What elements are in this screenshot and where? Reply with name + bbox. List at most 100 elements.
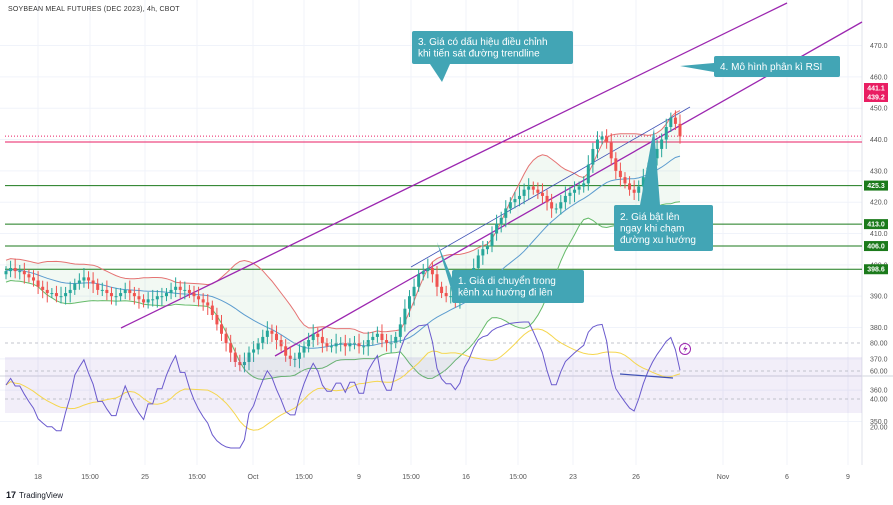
- candle-body: [54, 293, 58, 297]
- candle-body: [421, 271, 425, 275]
- callout-text: 3. Giá có dấu hiệu điều chỉnh: [418, 36, 548, 48]
- candle-body: [261, 336, 265, 344]
- candle-body: [302, 346, 306, 353]
- candle-body: [435, 274, 439, 287]
- candle-body: [229, 343, 233, 353]
- price-tag-label: 398.6: [867, 267, 885, 274]
- callout-text: ngay khi chạm: [620, 223, 684, 234]
- candle-body: [137, 296, 141, 300]
- candle-body: [201, 299, 205, 303]
- time-tick-label: 16: [462, 474, 470, 481]
- candle-body: [87, 277, 91, 281]
- lightning-icon[interactable]: [679, 343, 691, 355]
- time-tick-label: 23: [569, 474, 577, 481]
- candle-body: [481, 249, 485, 256]
- callout-text: 4. Mô hình phân kì RSI: [720, 62, 822, 73]
- time-tick-label: Nov: [717, 474, 730, 481]
- price-tick-label: 440.0: [870, 137, 888, 144]
- candle-body: [36, 280, 40, 287]
- price-tag-label: 425.3: [867, 183, 885, 190]
- candle-body: [82, 277, 86, 281]
- candle-body: [146, 299, 150, 303]
- candle-body: [100, 289, 104, 291]
- callout-text: kênh xu hướng đi lên: [458, 288, 552, 299]
- candle-body: [18, 271, 22, 273]
- candle-body: [247, 352, 251, 362]
- candle-body: [577, 186, 581, 190]
- callout-pointer: [430, 64, 450, 82]
- candle-body: [114, 296, 118, 298]
- time-tick-label: 25: [141, 474, 149, 481]
- candle-body: [192, 293, 196, 297]
- price-tick-label: 470.0: [870, 43, 888, 50]
- candle-body: [444, 293, 448, 297]
- candle-body: [320, 336, 324, 344]
- candle-body: [417, 274, 421, 287]
- candle-body: [215, 314, 219, 325]
- candle-body: [563, 195, 567, 203]
- candle-body: [495, 224, 499, 234]
- price-tick-label: 450.0: [870, 106, 888, 113]
- time-tick-label: 15:00: [295, 474, 313, 481]
- time-tick-label: 15:00: [81, 474, 99, 481]
- tradingview-logo[interactable]: 17 TradingView: [6, 490, 63, 500]
- candle-body: [233, 352, 237, 362]
- candle-body: [169, 289, 173, 294]
- candle-body: [275, 333, 279, 341]
- bb-upper: [5, 110, 681, 334]
- candle-body: [77, 280, 81, 284]
- chart-title: SOYBEAN MEAL FUTURES (DEC 2023), 4h, CBO…: [8, 6, 180, 13]
- candle-body: [119, 293, 123, 297]
- candle-body: [559, 202, 563, 209]
- candle-body: [160, 296, 164, 298]
- candle-body: [151, 299, 155, 301]
- time-tick-label: 9: [846, 474, 850, 481]
- candle-body: [343, 343, 347, 347]
- candle-body: [91, 280, 95, 284]
- candle-body: [348, 343, 352, 347]
- candle-body: [394, 336, 398, 344]
- candle-body: [591, 148, 595, 165]
- callout-box: [452, 270, 584, 303]
- price-tick-label: 350.0: [870, 419, 888, 426]
- time-tick-label: 15:00: [509, 474, 527, 481]
- candle-body: [412, 286, 416, 297]
- candle-body: [678, 123, 682, 137]
- candle-body: [73, 283, 77, 290]
- candle-body: [385, 340, 389, 344]
- rsi-line: [5, 321, 681, 449]
- rsi-tick-label: 20.00: [870, 425, 888, 432]
- candle-body: [673, 117, 677, 124]
- candle-body: [426, 267, 430, 272]
- candle-body: [550, 202, 554, 209]
- candle-body: [618, 170, 622, 178]
- candle-body: [265, 330, 269, 337]
- candle-body: [109, 293, 113, 297]
- candle-body: [389, 343, 393, 345]
- candle-body: [595, 139, 599, 149]
- candle-body: [242, 361, 246, 366]
- candle-body: [288, 355, 292, 359]
- candle-body: [311, 333, 315, 341]
- candle-body: [22, 271, 26, 275]
- candle-body: [609, 142, 613, 159]
- time-axis[interactable]: 18 15:00 25 15:00 Oct 15:00 9 15:00 16 15:00 23 26 N…: [34, 474, 850, 481]
- candle-body: [582, 183, 586, 187]
- candle-body: [513, 199, 517, 203]
- price-tick-label: 460.0: [870, 74, 888, 81]
- price-tags: 441.1 439.2 425.3 413.0 406.0 398.6: [864, 83, 888, 275]
- time-tick-label: 18: [34, 474, 42, 481]
- time-tick-label: 6: [785, 474, 789, 481]
- candle-body: [536, 189, 540, 193]
- bb-fill: [6, 110, 680, 380]
- price-tick-label: 390.0: [870, 294, 888, 301]
- candle-body: [64, 293, 68, 297]
- price-tag-bg: [864, 241, 888, 252]
- grid: [0, 0, 893, 465]
- candle-body: [9, 267, 13, 272]
- price-tag-label: 413.0: [867, 222, 885, 229]
- callout-text: đường xu hướng: [620, 235, 696, 246]
- candle-body: [178, 286, 182, 290]
- candle-body: [614, 158, 618, 171]
